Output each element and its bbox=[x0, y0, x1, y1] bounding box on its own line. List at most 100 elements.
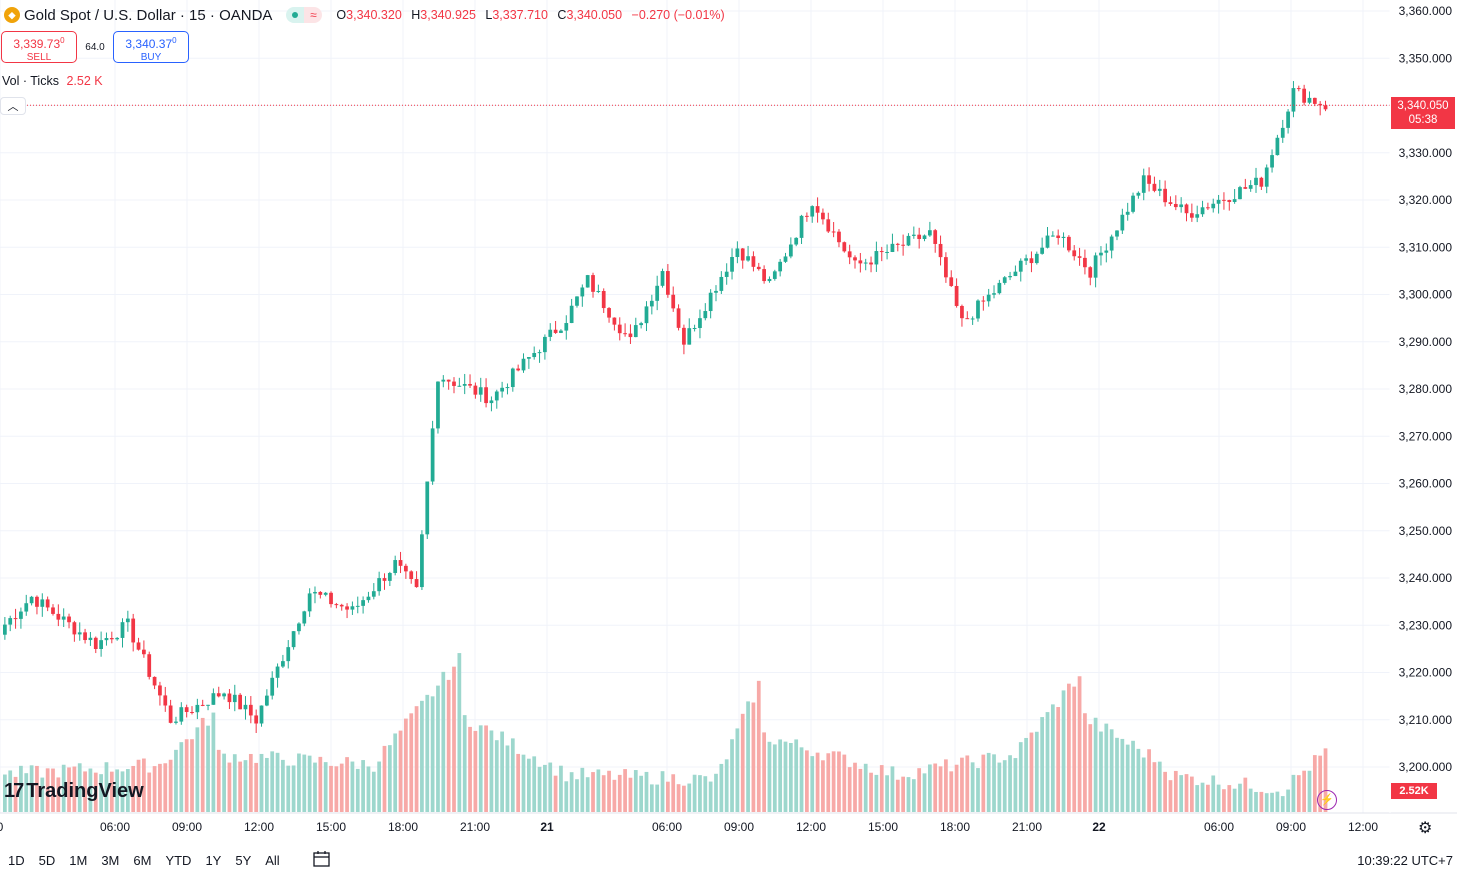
high-label: H bbox=[411, 8, 421, 22]
volume-bar bbox=[1270, 792, 1274, 812]
time-tick-label: 09:00 bbox=[724, 820, 754, 834]
volume-bar bbox=[1056, 707, 1061, 812]
candle-body bbox=[788, 244, 793, 257]
timeframe-ytd[interactable]: YTD bbox=[165, 852, 192, 868]
candle-body bbox=[163, 695, 168, 706]
gear-icon[interactable]: ⚙ bbox=[1418, 820, 1433, 837]
volume-bar bbox=[387, 745, 392, 812]
candle-body bbox=[72, 622, 77, 635]
candle-body bbox=[1077, 256, 1082, 258]
candle-body bbox=[730, 257, 734, 272]
candle-body bbox=[174, 721, 178, 723]
sell-price: 3,339.73 bbox=[13, 37, 61, 51]
candle-body bbox=[254, 715, 259, 724]
volume-bar bbox=[222, 753, 226, 812]
lightning-icon[interactable]: ⚡ bbox=[1317, 790, 1337, 810]
volume-bar bbox=[628, 777, 633, 812]
volume-bar bbox=[537, 766, 542, 812]
volume-bar bbox=[655, 784, 660, 812]
candle-body bbox=[692, 328, 697, 330]
volume-bar bbox=[45, 768, 50, 812]
volume-bar bbox=[125, 769, 130, 812]
candle-body bbox=[19, 611, 23, 619]
volume-bar bbox=[1109, 729, 1114, 812]
candle-body bbox=[104, 638, 109, 641]
volume-bar bbox=[307, 755, 312, 812]
candle-body bbox=[248, 704, 253, 716]
candle-body bbox=[906, 235, 911, 246]
volume-bar bbox=[120, 771, 125, 812]
volume-bar bbox=[1008, 755, 1012, 812]
candle-body bbox=[409, 571, 414, 580]
volume-bar bbox=[543, 764, 547, 812]
volume-bar bbox=[1222, 789, 1226, 812]
timeframe-5y[interactable]: 5Y bbox=[235, 852, 252, 868]
volume-bar bbox=[494, 740, 499, 812]
volume-bar bbox=[468, 726, 472, 812]
volume-bar bbox=[906, 777, 911, 812]
candle-body bbox=[559, 330, 563, 333]
time-axis: 0 06:00 09:00 12:00 15:00 18:00 21:00 21 06:00 09… bbox=[0, 820, 1378, 834]
candle-body bbox=[494, 391, 499, 401]
time-tick-label: 15:00 bbox=[316, 820, 346, 834]
timeframe-6m[interactable]: 6M bbox=[133, 852, 152, 868]
volume-bar bbox=[1307, 770, 1312, 812]
candle-body bbox=[922, 235, 927, 239]
candle-body bbox=[1227, 200, 1232, 202]
volume-bar bbox=[414, 706, 419, 812]
candle-body bbox=[933, 230, 938, 244]
volume-bar bbox=[313, 762, 317, 812]
candle-body bbox=[232, 694, 237, 703]
spread-value: 64.0 bbox=[85, 41, 105, 53]
candle-body bbox=[8, 618, 13, 625]
volume-bar bbox=[698, 775, 702, 812]
candle-body bbox=[874, 251, 879, 265]
sell-button[interactable]: 3,339.730 SELL bbox=[1, 31, 77, 63]
candle-body bbox=[259, 705, 264, 724]
candle-body bbox=[767, 278, 772, 282]
volume-bar bbox=[607, 770, 611, 812]
volume-bar bbox=[778, 739, 783, 812]
candle-body bbox=[1296, 88, 1301, 90]
candle-body bbox=[1018, 260, 1023, 272]
clock-timezone[interactable]: 10:39:22 UTC+7 bbox=[1357, 852, 1453, 868]
timeframe-all[interactable]: All bbox=[265, 852, 280, 868]
timeframe-1m[interactable]: 1M bbox=[69, 852, 88, 868]
volume-bar bbox=[703, 776, 708, 812]
volume-bar bbox=[238, 761, 243, 812]
time-tick-label: 21 bbox=[540, 820, 554, 834]
candle-body bbox=[1270, 155, 1274, 168]
candle-body bbox=[195, 704, 200, 713]
candle-body bbox=[981, 300, 986, 302]
candle-body bbox=[1008, 276, 1012, 278]
volume-bar bbox=[93, 772, 98, 812]
volume-legend[interactable]: Vol · Ticks 2.52 K bbox=[2, 74, 103, 88]
timeframe-1d[interactable]: 1D bbox=[8, 852, 25, 868]
candle-body bbox=[666, 271, 670, 295]
symbol-title[interactable]: Gold Spot / U.S. Dollar · 15 · OANDA bbox=[24, 6, 273, 24]
tradingview-logo[interactable]: 17 TradingView bbox=[4, 780, 144, 803]
close-label: C bbox=[557, 8, 567, 22]
calendar-icon[interactable] bbox=[312, 850, 332, 871]
candle-body bbox=[125, 618, 130, 623]
volume-bar bbox=[1286, 789, 1290, 812]
timeframe-3m[interactable]: 3M bbox=[101, 852, 120, 868]
volume-bar bbox=[1248, 788, 1253, 812]
candle-body bbox=[1109, 236, 1114, 251]
buy-button[interactable]: 3,340.370 BUY bbox=[113, 31, 189, 63]
candle-body bbox=[543, 336, 547, 353]
candle-body bbox=[1099, 252, 1103, 256]
volume-bar bbox=[329, 765, 333, 812]
price-tick-label: 3,290.000 bbox=[1399, 335, 1453, 349]
candle-body bbox=[521, 358, 526, 371]
candle-body bbox=[1088, 267, 1093, 278]
volume-bar bbox=[1243, 777, 1248, 812]
time-tick-label: 06:00 bbox=[1204, 820, 1234, 834]
time-tick-label: 12:00 bbox=[244, 820, 274, 834]
collapse-legend-button[interactable]: ︿ bbox=[0, 97, 26, 115]
time-tick-label: 21:00 bbox=[1012, 820, 1042, 834]
timeframe-1y[interactable]: 1Y bbox=[205, 852, 222, 868]
timeframe-5d[interactable]: 5D bbox=[38, 852, 56, 868]
market-status-badge[interactable]: ≈ bbox=[286, 7, 323, 23]
